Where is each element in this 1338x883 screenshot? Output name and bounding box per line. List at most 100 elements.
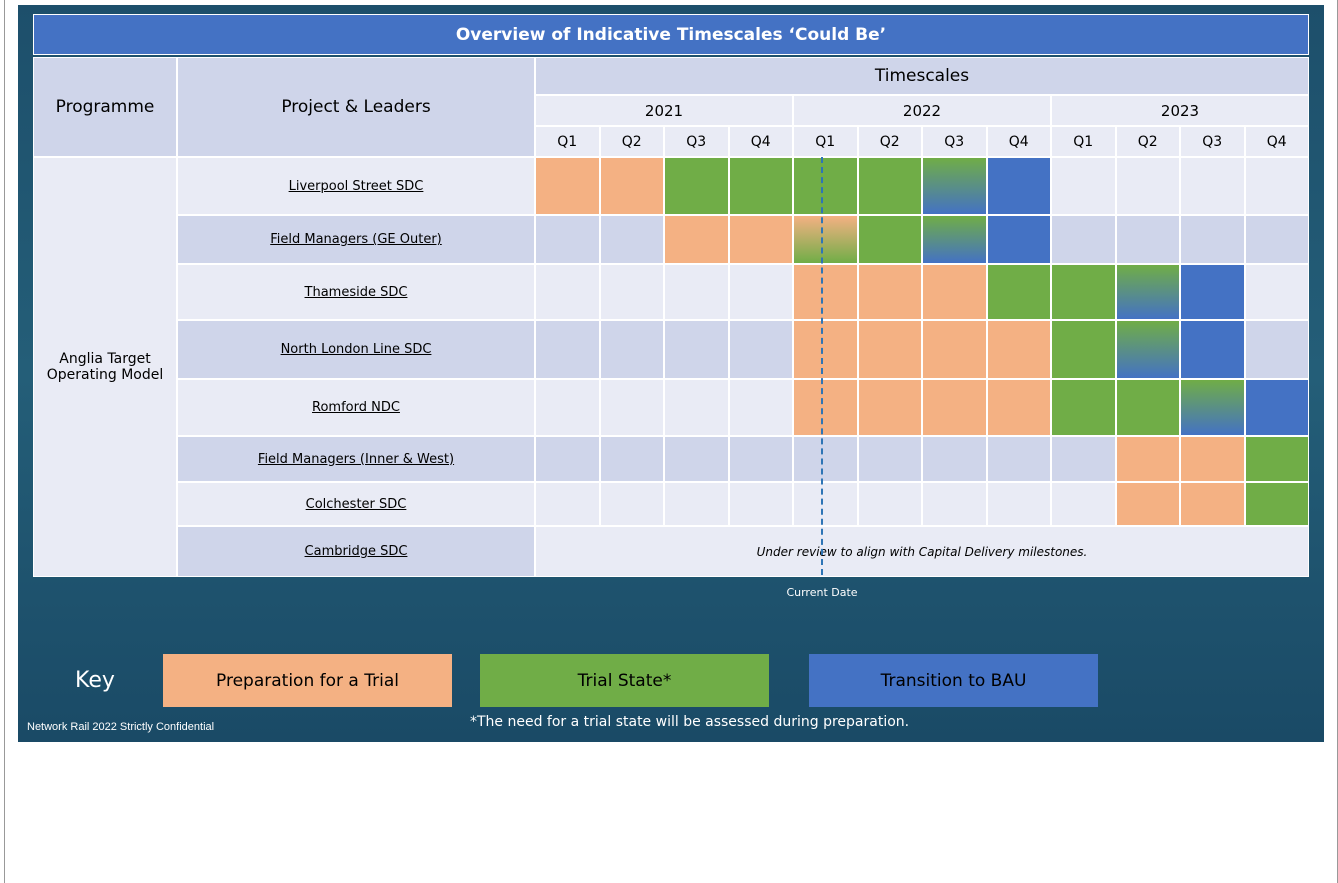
current-date-label: Current Date [786, 585, 858, 599]
gantt-cell [1115, 157, 1180, 215]
programme-cell: Anglia Target Operating Model [33, 157, 177, 577]
gantt-cell [793, 482, 858, 526]
quarter-header: Q4 [728, 126, 793, 157]
quarter-header: Q2 [599, 126, 664, 157]
gantt-cell [664, 320, 729, 379]
quarter-header: Q4 [986, 126, 1051, 157]
quarter-header: Q3 [1180, 126, 1245, 157]
gantt-cell [986, 157, 1051, 215]
key-item: Preparation for a Trial [163, 654, 452, 707]
gantt-cell [1115, 379, 1180, 436]
gantt-cell [535, 215, 600, 264]
gantt-cell [599, 157, 664, 215]
gantt-cell [1180, 215, 1245, 264]
gantt-cell [1244, 215, 1309, 264]
gantt-cell [1051, 264, 1116, 320]
project-cell: Field Managers (GE Outer) [177, 215, 535, 264]
gantt-cell [535, 482, 600, 526]
gantt-cell [1244, 379, 1309, 436]
gantt-cell [1180, 436, 1245, 482]
gantt-cell [664, 264, 729, 320]
gantt-cell [986, 436, 1051, 482]
gantt-cell [1244, 320, 1309, 379]
gantt-cell [535, 320, 600, 379]
gantt-cell [728, 264, 793, 320]
gantt-cell [1051, 379, 1116, 436]
project-cell: Thameside SDC [177, 264, 535, 320]
year-header: 2023 [1051, 95, 1309, 126]
gantt-cell [857, 320, 922, 379]
gantt-cell [1180, 320, 1245, 379]
gantt-cell [728, 379, 793, 436]
gantt-cell [535, 436, 600, 482]
gantt-cell [922, 215, 987, 264]
gantt-cell [1115, 436, 1180, 482]
gantt-cell [1180, 482, 1245, 526]
gantt-cell [1244, 157, 1309, 215]
gantt-cell [857, 436, 922, 482]
gantt-cell [986, 379, 1051, 436]
gantt-cell [599, 264, 664, 320]
gantt-cell [857, 482, 922, 526]
gantt-cell [922, 320, 987, 379]
gantt-cell [857, 379, 922, 436]
quarter-header: Q1 [793, 126, 858, 157]
gantt-cell [922, 379, 987, 436]
gantt-cell [535, 264, 600, 320]
project-cell: Liverpool Street SDC [177, 157, 535, 215]
gantt-cell [664, 157, 729, 215]
gantt-cell [599, 436, 664, 482]
gantt-cell [1180, 157, 1245, 215]
project-cell: Cambridge SDC [177, 526, 535, 577]
gantt-cell [922, 482, 987, 526]
gantt-cell [857, 215, 922, 264]
gantt-cell [1180, 264, 1245, 320]
title-bar: Overview of Indicative Timescales ‘Could… [33, 14, 1309, 55]
project-header: Project & Leaders [177, 57, 535, 157]
gantt-cell [922, 157, 987, 215]
gantt-cell [1051, 482, 1116, 526]
gantt-cell [1244, 264, 1309, 320]
quarter-header: Q3 [922, 126, 987, 157]
key-item: Trial State* [480, 654, 769, 707]
gantt-cell [986, 215, 1051, 264]
gantt-cell [728, 157, 793, 215]
gantt-cell [986, 320, 1051, 379]
timescales-header: Timescales [535, 57, 1309, 95]
project-cell: North London Line SDC [177, 320, 535, 379]
gantt-cell [664, 215, 729, 264]
gantt-cell [922, 436, 987, 482]
gantt-cell [857, 264, 922, 320]
year-header: 2022 [793, 95, 1051, 126]
footer: Network Rail 2022 Strictly Confidential [27, 721, 215, 733]
project-cell: Field Managers (Inner & West) [177, 436, 535, 482]
gantt-cell [793, 379, 858, 436]
current-date-line [821, 157, 823, 575]
gantt-cell [793, 264, 858, 320]
gantt-cell [793, 436, 858, 482]
gantt-cell [599, 215, 664, 264]
gantt-cell [1115, 482, 1180, 526]
gantt-cell [986, 482, 1051, 526]
key-item: Transition to BAU [809, 654, 1098, 707]
quarter-header: Q4 [1244, 126, 1309, 157]
gantt-cell [1180, 379, 1245, 436]
note-cell: Under review to align with Capital Deliv… [535, 526, 1309, 577]
gantt-cell [728, 482, 793, 526]
gantt-cell [793, 215, 858, 264]
gantt-cell [664, 379, 729, 436]
gantt-cell [1051, 157, 1116, 215]
gantt-cell [1051, 215, 1116, 264]
gantt-cell [728, 320, 793, 379]
year-header: 2021 [535, 95, 793, 126]
gantt-cell [1244, 482, 1309, 526]
gantt-cell [728, 436, 793, 482]
gantt-cell [664, 482, 729, 526]
gantt-cell [793, 320, 858, 379]
gantt-cell [535, 379, 600, 436]
gantt-cell [857, 157, 922, 215]
gantt-cell [922, 264, 987, 320]
quarter-header: Q1 [535, 126, 600, 157]
gantt-cell [1051, 320, 1116, 379]
project-cell: Colchester SDC [177, 482, 535, 526]
